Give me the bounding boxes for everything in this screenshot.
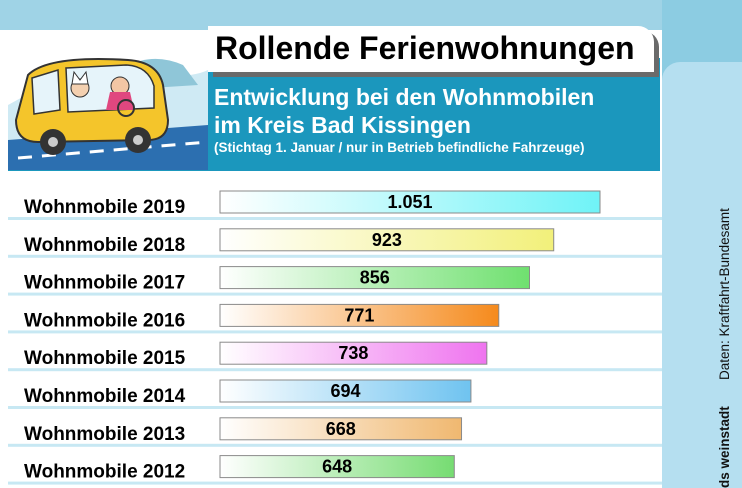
data-label: 694 bbox=[330, 381, 360, 401]
chart-title: Rollende Ferienwohnungen bbox=[215, 30, 635, 66]
top-frame bbox=[0, 0, 742, 30]
row-separator bbox=[8, 292, 662, 296]
source-text: Daten: Kraftfahrt-Bundesamt bbox=[717, 208, 732, 380]
category-label: Wohnmobile 2018 bbox=[24, 235, 185, 256]
bar bbox=[219, 379, 472, 403]
data-label: 668 bbox=[326, 419, 356, 439]
chart-subtitle-note: (Stichtag 1. Januar / nur in Betrieb bef… bbox=[214, 140, 585, 155]
data-label: 923 bbox=[372, 230, 402, 250]
category-label: Wohnmobile 2017 bbox=[24, 273, 185, 294]
bar bbox=[219, 190, 601, 214]
title-box bbox=[208, 26, 654, 72]
brand-text: ds weinstadt bbox=[717, 406, 732, 488]
right-side-panel bbox=[662, 62, 742, 488]
row-separator bbox=[8, 330, 662, 334]
chart-subtitle-line-1: Entwicklung bei den Wohnmobilen bbox=[214, 84, 595, 110]
category-label: Wohnmobile 2016 bbox=[24, 310, 185, 331]
bar bbox=[219, 455, 455, 479]
bar bbox=[219, 228, 555, 252]
data-label: 1.051 bbox=[387, 192, 432, 212]
data-label: 856 bbox=[360, 268, 390, 288]
bar bbox=[219, 341, 488, 365]
row-separator bbox=[8, 406, 662, 409]
row-separator bbox=[8, 254, 662, 258]
bar bbox=[219, 303, 500, 327]
chart-subtitle-line-2: im Kreis Bad Kissingen bbox=[214, 112, 471, 138]
data-label: 771 bbox=[344, 305, 374, 325]
camper-van-illustration bbox=[8, 30, 208, 170]
row-separator bbox=[8, 368, 662, 372]
category-label: Wohnmobile 2019 bbox=[24, 197, 185, 218]
source-note: Daten: Kraftfahrt-Bundesamt bbox=[717, 208, 737, 400]
bar bbox=[219, 417, 463, 441]
data-label: 738 bbox=[338, 343, 368, 363]
row-separator bbox=[8, 217, 662, 220]
category-label: Wohnmobile 2014 bbox=[24, 386, 186, 407]
data-label: 648 bbox=[322, 457, 352, 477]
category-label: Wohnmobile 2013 bbox=[24, 424, 185, 445]
bar bbox=[219, 266, 530, 290]
category-label: Wohnmobile 2012 bbox=[24, 462, 185, 483]
category-label: Wohnmobile 2015 bbox=[24, 348, 186, 369]
row-separator bbox=[8, 481, 662, 485]
row-separator bbox=[8, 443, 662, 447]
